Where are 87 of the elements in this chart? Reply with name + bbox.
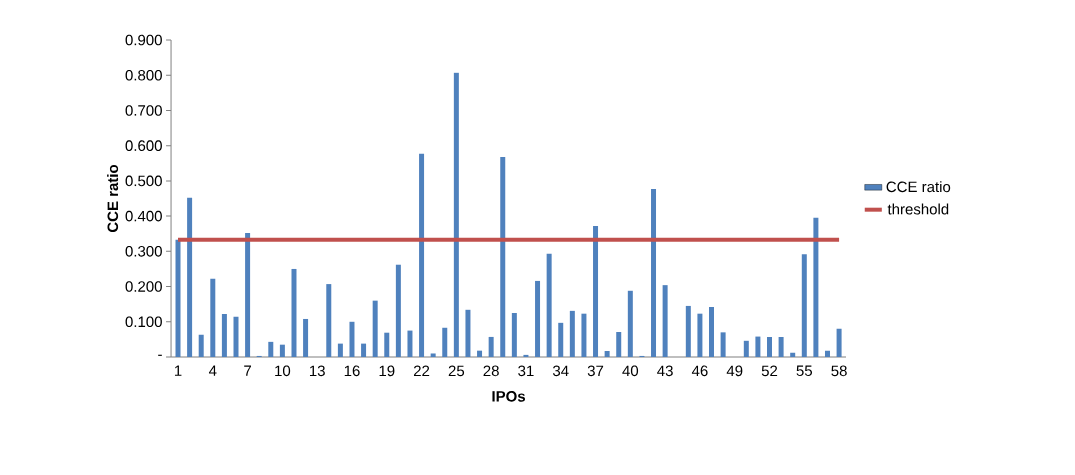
x-tick-label: 28 bbox=[483, 365, 499, 377]
bar bbox=[419, 153, 425, 357]
bar bbox=[743, 340, 749, 357]
bar bbox=[291, 268, 297, 357]
x-tick-label: 22 bbox=[413, 365, 430, 377]
x-tick-label: 40 bbox=[622, 365, 639, 377]
bar bbox=[662, 285, 668, 357]
bar bbox=[465, 309, 471, 357]
y-tick-label: 0.800 bbox=[125, 69, 162, 81]
bar bbox=[337, 343, 343, 357]
x-tick-label: 34 bbox=[552, 365, 569, 377]
bar bbox=[709, 306, 715, 357]
bar bbox=[627, 290, 633, 357]
bar bbox=[604, 351, 610, 357]
bar bbox=[523, 354, 529, 357]
x-tick-label: 58 bbox=[831, 365, 847, 377]
bar bbox=[685, 305, 691, 357]
bar bbox=[361, 343, 367, 357]
y-tick-label: 0.200 bbox=[125, 281, 162, 292]
bar bbox=[221, 314, 227, 357]
y-tick-label: - bbox=[158, 354, 162, 356]
x-tick-label: 49 bbox=[726, 365, 743, 377]
bar bbox=[349, 321, 355, 357]
bar bbox=[813, 217, 819, 357]
x-tick-label: 37 bbox=[587, 365, 604, 377]
x-tick-label: 16 bbox=[344, 365, 360, 377]
bar bbox=[697, 313, 703, 357]
x-tick-label: 25 bbox=[448, 365, 465, 377]
bar bbox=[778, 336, 784, 357]
bar bbox=[430, 353, 436, 357]
x-tick-label: 4 bbox=[208, 365, 217, 376]
bar bbox=[824, 350, 830, 357]
bar bbox=[511, 312, 517, 357]
y-tick-label: 0.300 bbox=[125, 246, 162, 257]
bar bbox=[372, 300, 378, 357]
bar bbox=[187, 197, 193, 357]
bar bbox=[581, 313, 587, 357]
x-tick-label: 19 bbox=[379, 365, 395, 377]
y-tick-label: 0.900 bbox=[125, 34, 162, 46]
x-tick-label: 1 bbox=[174, 365, 182, 376]
bar bbox=[569, 310, 575, 357]
bar bbox=[801, 254, 807, 357]
bar bbox=[303, 318, 309, 357]
y-tick-label: 0.600 bbox=[125, 140, 162, 151]
x-tick-label: 43 bbox=[657, 365, 673, 377]
bar bbox=[790, 352, 796, 357]
bar bbox=[407, 330, 413, 357]
bar bbox=[593, 225, 599, 357]
bar bbox=[453, 72, 459, 357]
y-axis-title: CCE ratio bbox=[107, 164, 119, 233]
x-tick-label: 13 bbox=[309, 365, 325, 377]
x-tick-label: 7 bbox=[244, 365, 252, 376]
y-tick-label: 0.100 bbox=[125, 316, 162, 328]
bar bbox=[767, 336, 772, 357]
bar bbox=[755, 336, 761, 357]
bar bbox=[477, 350, 483, 357]
y-tick-label: 0.500 bbox=[125, 175, 162, 187]
bar bbox=[488, 336, 494, 357]
bar bbox=[442, 327, 448, 357]
x-tick-label: 10 bbox=[275, 365, 291, 377]
y-tick-label: 0.700 bbox=[125, 105, 162, 116]
legend-label: CCE ratio bbox=[886, 181, 951, 193]
x-axis-title: IPOs bbox=[492, 391, 526, 402]
bar bbox=[326, 284, 332, 357]
bar bbox=[616, 331, 622, 357]
bar bbox=[546, 253, 552, 357]
x-tick-label: 55 bbox=[796, 365, 813, 376]
bar bbox=[198, 334, 204, 357]
bar bbox=[720, 332, 726, 357]
bar bbox=[535, 280, 541, 357]
x-tick-label: 46 bbox=[691, 365, 708, 377]
bar bbox=[558, 322, 564, 357]
bar bbox=[279, 344, 285, 357]
y-tick-label: 0.400 bbox=[125, 210, 162, 222]
bar bbox=[175, 239, 181, 357]
bar bbox=[384, 332, 390, 357]
bar bbox=[245, 233, 251, 357]
bar bbox=[836, 328, 842, 357]
x-tick-label: 52 bbox=[761, 365, 778, 377]
x-tick-label: 31 bbox=[518, 365, 534, 377]
bar bbox=[210, 278, 216, 357]
bar bbox=[651, 188, 657, 357]
bar bbox=[233, 316, 239, 357]
bar bbox=[395, 264, 401, 357]
legend-label: threshold bbox=[887, 203, 949, 215]
bar bbox=[500, 156, 506, 357]
bar bbox=[268, 341, 274, 357]
